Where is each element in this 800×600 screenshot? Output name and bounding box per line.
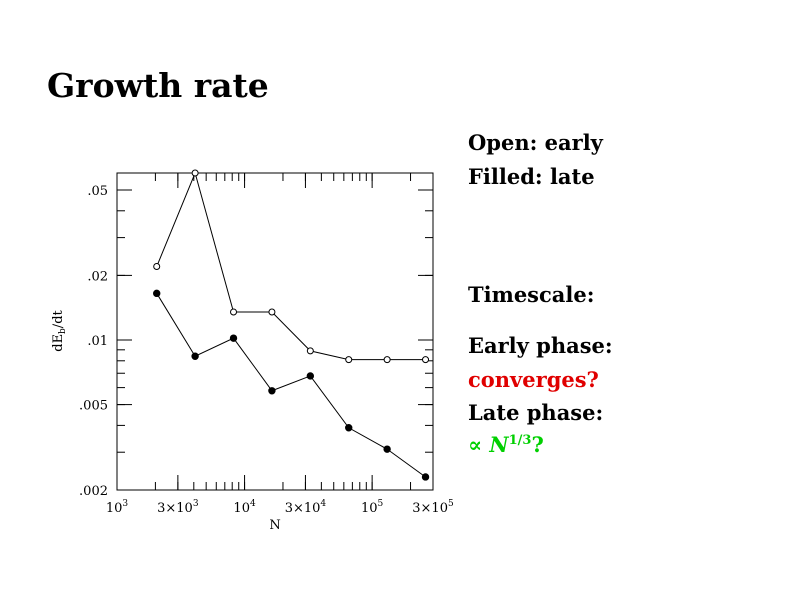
y-tick-label: .05 — [87, 184, 108, 199]
open-data-point — [306, 347, 314, 355]
open-data-point — [191, 169, 199, 177]
filled-series-line — [156, 293, 426, 478]
proportional-symbol: ∝ — [468, 432, 483, 457]
x-axis-label: N — [269, 518, 280, 533]
tick-labels: 103 3×103 104 3×104 105 3×105 .002 .005 .01 .02 .0… — [79, 184, 454, 516]
y-tick-label: .01 — [87, 334, 108, 349]
open-data-point — [383, 356, 391, 364]
y-tick-label: .005 — [79, 399, 108, 414]
filled-data-point — [229, 334, 238, 342]
scaling-exponent: 1/3 — [508, 433, 532, 448]
scaling-question: ? — [531, 432, 544, 457]
open-data-point — [345, 356, 353, 364]
x-tick-label: 105 — [361, 499, 384, 516]
converges-note: converges? — [468, 367, 599, 392]
filled-data-point — [345, 424, 353, 432]
filled-data-point — [191, 352, 199, 360]
series-lines — [156, 171, 426, 478]
x-tick-label: 104 — [233, 499, 256, 516]
major-ticks — [116, 173, 434, 491]
plot-frame — [116, 172, 434, 491]
legend-open: Open: early — [468, 130, 603, 155]
x-tick-label: 3×105 — [412, 499, 454, 516]
open-data-point — [268, 308, 276, 316]
filled-data-point — [306, 372, 315, 380]
open-data-point — [230, 308, 238, 316]
series-markers — [153, 169, 430, 481]
x-tick-label: 3×104 — [285, 499, 327, 516]
x-tick-label: 3×103 — [157, 499, 199, 516]
x-tick-label: 103 — [106, 499, 129, 516]
filled-data-point — [421, 473, 430, 481]
filled-data-point — [153, 289, 161, 298]
y-tick-label: .02 — [87, 269, 108, 284]
open-data-point — [422, 356, 430, 364]
filled-data-point — [383, 445, 391, 453]
late-phase-scaling: ∝ N1/3? — [468, 432, 544, 457]
y-axis-label: dEb/dt — [51, 309, 68, 351]
minor-ticks — [116, 172, 434, 491]
slide-title: Growth rate — [47, 66, 269, 105]
early-phase-label: Early phase: — [468, 333, 613, 358]
open-data-point — [153, 263, 161, 271]
filled-data-point — [268, 387, 276, 395]
open-series-line — [156, 171, 426, 361]
scaling-N: N — [489, 432, 509, 457]
late-phase-label: Late phase: — [468, 400, 604, 425]
y-tick-label: .002 — [79, 484, 108, 499]
legend-filled: Filled: late — [468, 164, 595, 189]
timescale-heading: Timescale: — [468, 282, 595, 307]
